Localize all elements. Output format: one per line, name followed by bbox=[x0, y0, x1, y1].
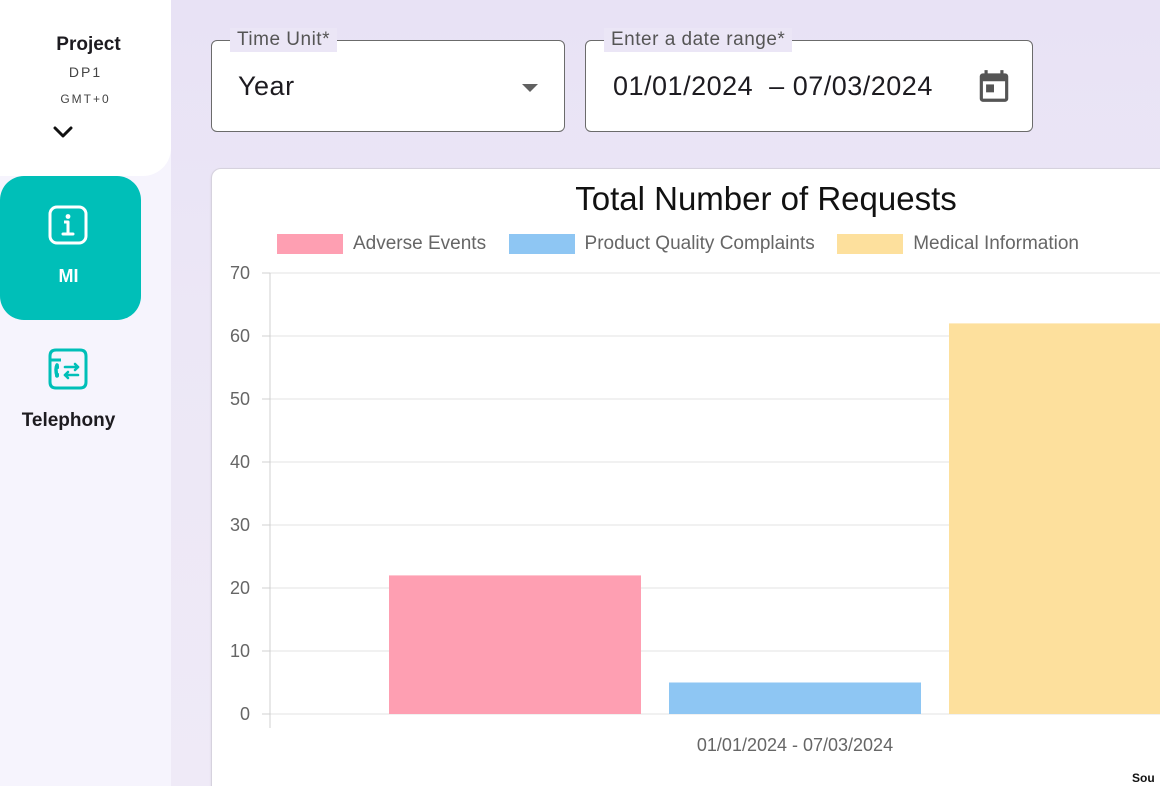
main-content: Time Unit* Year Enter a date range* 01/0… bbox=[171, 0, 1160, 786]
legend-label: Product Quality Complaints bbox=[584, 233, 815, 254]
y-tick-label: 40 bbox=[230, 452, 250, 472]
legend-item-medical-information[interactable]: Medical Information bbox=[837, 233, 1079, 255]
legend-swatch bbox=[837, 234, 904, 254]
legend-swatch bbox=[508, 234, 575, 254]
chart-source-note: Sou bbox=[1132, 771, 1155, 785]
date-range-separator: – bbox=[769, 71, 785, 101]
date-range-value[interactable]: 01/01/2024 – 07/03/2024 bbox=[613, 71, 933, 102]
legend-label: Adverse Events bbox=[353, 233, 487, 254]
legend-item-adverse-events[interactable]: Adverse Events bbox=[277, 233, 486, 255]
bar-adverse-events bbox=[389, 575, 641, 714]
time-unit-label: Time Unit* bbox=[230, 28, 337, 52]
time-unit-value: Year bbox=[238, 71, 295, 101]
chevron-down-icon[interactable] bbox=[52, 124, 74, 140]
legend-swatch bbox=[277, 234, 343, 254]
y-tick-label: 60 bbox=[230, 326, 250, 346]
project-timezone: GMT+0 bbox=[60, 92, 111, 106]
project-selector[interactable]: Project DP1 GMT+0 bbox=[0, 0, 171, 176]
chart-legend: Adverse Events Product Quality Complaint… bbox=[277, 233, 1097, 259]
legend-label: Medical Information bbox=[913, 233, 1079, 254]
calendar-icon[interactable] bbox=[975, 67, 1013, 105]
time-unit-select[interactable]: Time Unit* Year bbox=[211, 28, 565, 132]
chart-card: Total Number of Requests Adverse Events … bbox=[211, 168, 1160, 786]
sidebar-item-telephony[interactable]: Telephony bbox=[0, 340, 141, 450]
bar-product-quality-complaints bbox=[669, 682, 921, 714]
chart-plot: 0 10 20 30 40 50 60 70 01/01/2024 - 07/03/2024 bbox=[230, 263, 1160, 755]
y-tick-label: 30 bbox=[230, 515, 250, 535]
project-code: DP1 bbox=[68, 64, 103, 80]
y-tick-label: 10 bbox=[230, 641, 250, 661]
legend-item-product-quality-complaints[interactable]: Product Quality Complaints bbox=[508, 233, 815, 255]
sidebar: Project DP1 GMT+0 MI Telephony bbox=[0, 0, 171, 786]
chart-title: Total Number of Requests bbox=[575, 180, 957, 217]
x-tick-label: 01/01/2024 - 07/03/2024 bbox=[697, 735, 893, 755]
date-range-field[interactable]: Enter a date range* 01/01/2024 – 07/03/2… bbox=[585, 28, 1033, 132]
y-tick-label: 20 bbox=[230, 578, 250, 598]
date-range-start[interactable]: 01/01/2024 bbox=[613, 71, 754, 101]
date-range-label: Enter a date range* bbox=[604, 28, 793, 52]
sidebar-item-label: Telephony bbox=[21, 410, 116, 431]
sidebar-item-label: MI bbox=[58, 266, 79, 286]
info-icon bbox=[48, 205, 88, 245]
date-range-end[interactable]: 07/03/2024 bbox=[792, 71, 933, 101]
sidebar-item-mi[interactable]: MI bbox=[0, 176, 141, 320]
bar-medical-information bbox=[949, 323, 1160, 714]
y-tick-label: 50 bbox=[230, 389, 250, 409]
telephony-icon bbox=[48, 348, 88, 390]
y-tick-label: 0 bbox=[240, 704, 250, 724]
project-title: Project bbox=[56, 34, 121, 55]
dropdown-caret-icon[interactable] bbox=[522, 84, 538, 92]
y-tick-label: 70 bbox=[230, 263, 250, 283]
